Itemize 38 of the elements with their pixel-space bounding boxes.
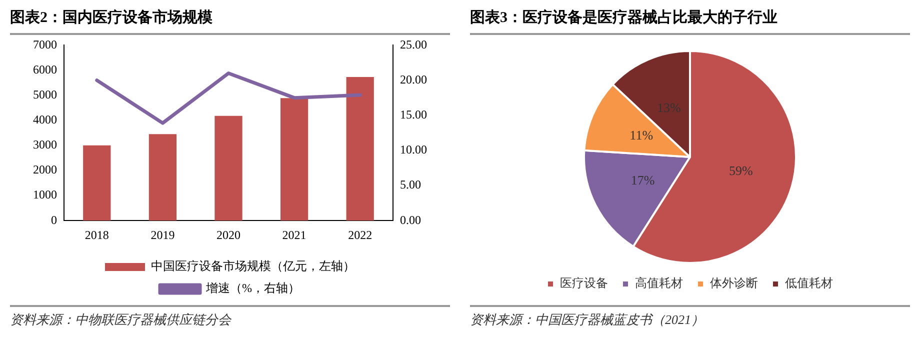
- y2-tick-label: 0.00: [400, 212, 421, 227]
- bar: [280, 98, 308, 221]
- y-tick-label: 6000: [33, 62, 57, 76]
- x-tick-label: 2019: [150, 228, 175, 242]
- x-tick-label: 2022: [348, 228, 372, 242]
- legend-label: 高值耗材: [635, 276, 683, 290]
- y-tick-label: 4000: [33, 112, 57, 127]
- chart-title: 图表2：国内医疗设备市场规模: [10, 0, 450, 35]
- bar: [214, 116, 242, 221]
- data-label: 11%: [630, 127, 654, 142]
- legend-label: 低值耗材: [785, 276, 833, 290]
- y2-tick-label: 25.00: [400, 37, 427, 52]
- bar: [346, 77, 374, 221]
- y-tick-label: 1000: [33, 188, 57, 202]
- y2-tick-label: 10.00: [400, 142, 427, 157]
- x-tick-label: 2020: [216, 228, 240, 242]
- y-tick-label: 7000: [33, 37, 57, 52]
- bar: [83, 145, 111, 221]
- y2-tick-label: 20.00: [400, 72, 427, 86]
- legend-label: 体外诊断: [710, 276, 758, 290]
- text: 资料来源：中物联医疗器械供应链分会: [10, 305, 450, 329]
- bar: [148, 134, 177, 221]
- x-tick-label: 2018: [84, 228, 109, 242]
- legend-label: 医疗设备: [560, 276, 608, 290]
- data-label: 17%: [630, 172, 655, 188]
- x-tick-label: 2021: [282, 228, 306, 242]
- data-label: 13%: [657, 100, 682, 115]
- data-label: 59%: [728, 163, 753, 178]
- text: 资料来源：中国医疗器械蓝皮书（2021）: [470, 305, 910, 329]
- chart-title: 图表3：医疗设备是医疗器械占比最大的子行业: [470, 0, 910, 35]
- y-tick-label: 0: [51, 212, 57, 227]
- legend-label: 增速（%，右轴）: [205, 281, 300, 296]
- y-tick-label: 2000: [33, 162, 57, 177]
- y2-tick-label: 5.00: [400, 178, 421, 192]
- y2-tick-label: 15.00: [400, 108, 427, 122]
- legend-label: 中国医疗设备市场规模（亿元，左轴）: [151, 259, 355, 274]
- y-tick-label: 5000: [33, 87, 57, 102]
- y-tick-label: 3000: [33, 138, 57, 152]
